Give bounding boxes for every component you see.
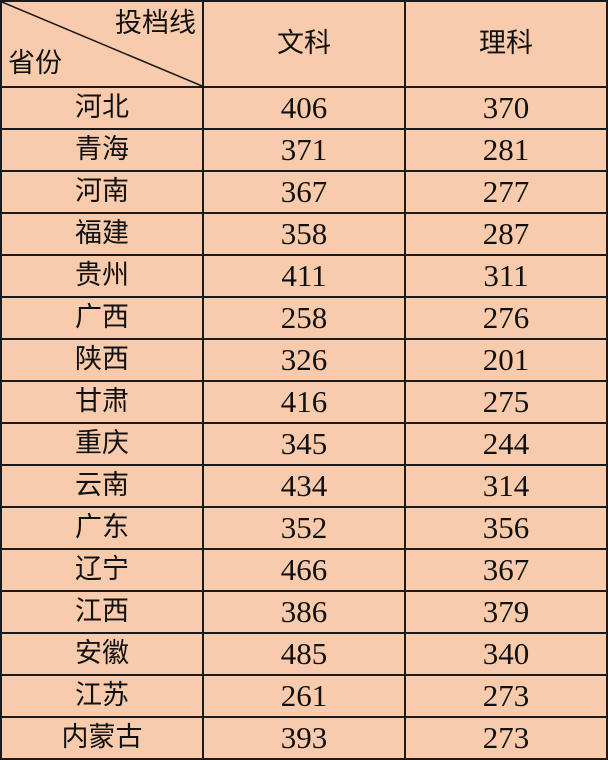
table-row: 江西 386 379 [0,590,608,634]
table-row: 河南 367 277 [0,170,608,214]
wenke-score-cell: 367 [202,170,406,214]
like-score-cell: 314 [404,464,608,508]
like-score-cell: 273 [404,716,608,760]
province-cell: 广东 [0,506,204,550]
table-row: 云南 434 314 [0,464,608,508]
header-wenke: 文科 [202,0,406,88]
province-cell: 江苏 [0,674,204,718]
like-score-cell: 370 [404,86,608,130]
wenke-score-cell: 466 [202,548,406,592]
province-cell: 云南 [0,464,204,508]
like-score-cell: 275 [404,380,608,424]
table-row: 广西 258 276 [0,296,608,340]
province-cell: 河南 [0,170,204,214]
wenke-score-cell: 434 [202,464,406,508]
province-cell: 福建 [0,212,204,256]
wenke-score-cell: 352 [202,506,406,550]
like-score-cell: 367 [404,548,608,592]
like-score-cell: 201 [404,338,608,382]
corner-bottom-label: 省份 [8,48,62,79]
province-cell: 江西 [0,590,204,634]
header-like: 理科 [404,0,608,88]
wenke-score-cell: 411 [202,254,406,298]
province-cell: 青海 [0,128,204,172]
province-cell: 广西 [0,296,204,340]
table-row: 广东 352 356 [0,506,608,550]
table-row: 甘肃 416 275 [0,380,608,424]
wenke-score-cell: 371 [202,128,406,172]
like-score-cell: 277 [404,170,608,214]
wenke-score-cell: 345 [202,422,406,466]
table-row: 贵州 411 311 [0,254,608,298]
province-cell: 陕西 [0,338,204,382]
province-cell: 安徽 [0,632,204,676]
wenke-score-cell: 393 [202,716,406,760]
header-row: 投档线 省份 文科 理科 [0,0,608,88]
like-score-cell: 276 [404,296,608,340]
corner-top-label: 投档线 [115,8,196,39]
wenke-score-cell: 258 [202,296,406,340]
wenke-score-cell: 406 [202,86,406,130]
like-score-cell: 379 [404,590,608,634]
like-score-cell: 340 [404,632,608,676]
like-score-cell: 281 [404,128,608,172]
diagonal-divider [2,2,202,86]
province-cell: 辽宁 [0,548,204,592]
like-score-cell: 244 [404,422,608,466]
wenke-score-cell: 326 [202,338,406,382]
table-row: 安徽 485 340 [0,632,608,676]
table-row: 陕西 326 201 [0,338,608,382]
table-row: 辽宁 466 367 [0,548,608,592]
table-row: 重庆 345 244 [0,422,608,466]
province-cell: 贵州 [0,254,204,298]
like-score-cell: 356 [404,506,608,550]
province-cell: 河北 [0,86,204,130]
province-cell: 重庆 [0,422,204,466]
wenke-score-cell: 261 [202,674,406,718]
like-score-cell: 287 [404,212,608,256]
table-row: 青海 371 281 [0,128,608,172]
wenke-score-cell: 416 [202,380,406,424]
province-cell: 甘肃 [0,380,204,424]
table-row: 福建 358 287 [0,212,608,256]
table-row: 河北 406 370 [0,86,608,130]
corner-header-cell: 投档线 省份 [0,0,204,88]
wenke-score-cell: 358 [202,212,406,256]
table-row: 内蒙古 393 273 [0,716,608,760]
like-score-cell: 273 [404,674,608,718]
wenke-score-cell: 386 [202,590,406,634]
like-score-cell: 311 [404,254,608,298]
table-row: 江苏 261 273 [0,674,608,718]
wenke-score-cell: 485 [202,632,406,676]
province-cell: 内蒙古 [0,716,204,760]
